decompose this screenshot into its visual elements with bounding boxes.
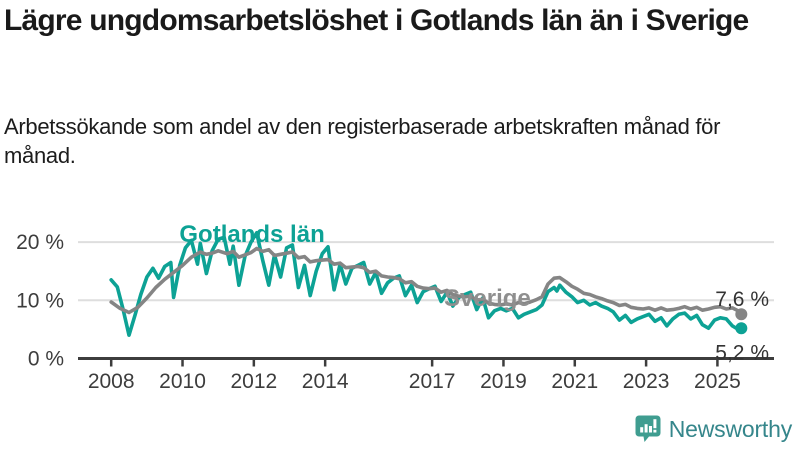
y-tick-label: 0 % bbox=[28, 348, 64, 371]
x-tick-label: 2017 bbox=[409, 370, 456, 393]
value-label: 5,2 % bbox=[715, 342, 769, 365]
series-end-dot-gotlands-l-n bbox=[735, 322, 748, 335]
y-tick-label: 10 % bbox=[16, 289, 64, 312]
x-tick-label: 2014 bbox=[302, 370, 349, 393]
x-tick-label: 2025 bbox=[694, 370, 741, 393]
x-tick-label: 2008 bbox=[88, 370, 135, 393]
x-tick-label: 2012 bbox=[230, 370, 277, 393]
page-title: Lägre ungdomsarbetslöshet i Gotlands län… bbox=[4, 4, 749, 37]
series-line-sverige bbox=[109, 246, 744, 317]
newsworthy-wordmark: Newsworthy bbox=[668, 415, 792, 442]
page-subtitle: Arbetssökande som andel av den registerb… bbox=[4, 114, 721, 169]
y-tick-label: 20 % bbox=[16, 231, 64, 254]
value-label: 7,6 % bbox=[715, 288, 769, 311]
newsworthy-logo: Newsworthy bbox=[634, 414, 792, 444]
x-tick-label: 2023 bbox=[623, 370, 670, 393]
x-tick-label: 2021 bbox=[551, 370, 598, 393]
series-end-dot-sverige bbox=[735, 308, 748, 321]
series-label: Gotlands län bbox=[179, 221, 324, 248]
series-line-gotlands-l-n bbox=[109, 231, 744, 338]
x-tick-label: 2010 bbox=[159, 370, 206, 393]
newsworthy-bar-chart-icon bbox=[635, 415, 661, 442]
series-label: Sverige bbox=[444, 285, 531, 312]
x-tick-label: 2019 bbox=[480, 370, 527, 393]
